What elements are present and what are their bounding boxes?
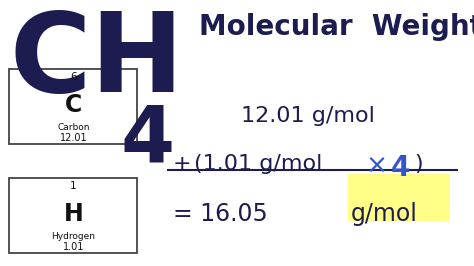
Text: H: H (64, 202, 83, 226)
Text: Molecular  Weight: Molecular Weight (199, 13, 474, 41)
Text: 4: 4 (121, 101, 175, 177)
Text: +: + (173, 154, 191, 174)
FancyBboxPatch shape (9, 178, 137, 253)
Text: ): ) (415, 154, 423, 174)
Text: = 16.05: = 16.05 (173, 202, 275, 226)
Text: (1.01 g/mol: (1.01 g/mol (194, 154, 330, 174)
Text: 4: 4 (391, 154, 410, 182)
Text: 1.01: 1.01 (63, 243, 84, 252)
Text: 12.01: 12.01 (60, 134, 87, 143)
Text: ×: × (365, 154, 387, 180)
Text: CH: CH (9, 8, 184, 115)
Text: g/mol: g/mol (351, 202, 418, 226)
Text: 1: 1 (70, 181, 77, 192)
Text: Hydrogen: Hydrogen (52, 232, 95, 241)
Text: Carbon: Carbon (57, 123, 90, 132)
Text: 12.01 g/mol: 12.01 g/mol (241, 106, 375, 126)
FancyBboxPatch shape (9, 69, 137, 144)
FancyBboxPatch shape (348, 174, 450, 221)
Text: 6: 6 (70, 72, 77, 82)
Text: C: C (65, 93, 82, 117)
